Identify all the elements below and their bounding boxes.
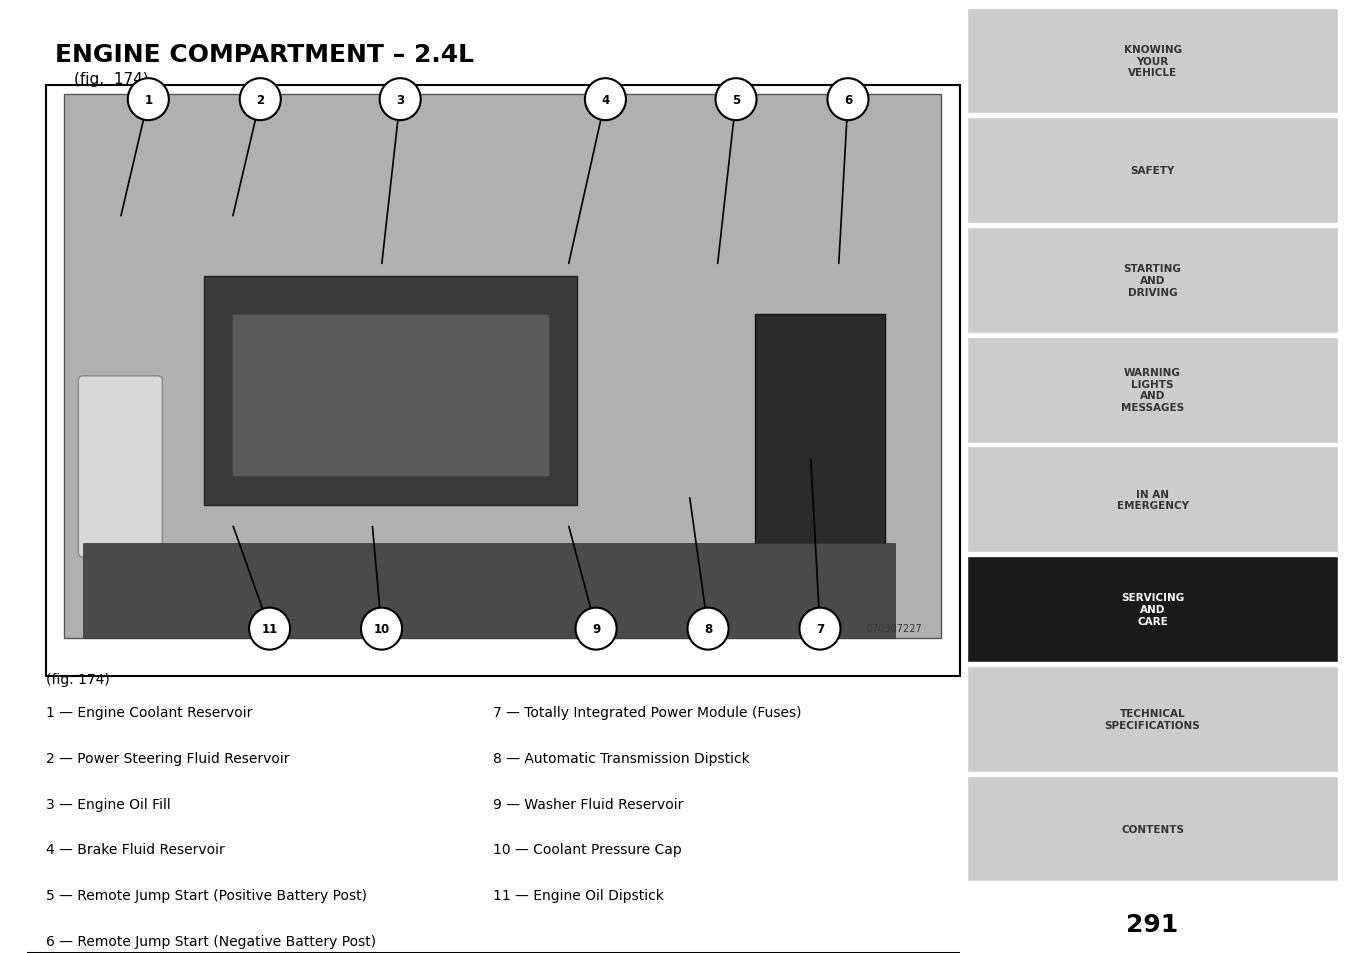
Text: 6: 6 bbox=[844, 93, 852, 107]
Text: (fig. 174): (fig. 174) bbox=[46, 672, 110, 686]
Text: ENGINE COMPARTMENT – 2.4L: ENGINE COMPARTMENT – 2.4L bbox=[55, 43, 475, 67]
Text: 9 — Washer Fluid Reservoir: 9 — Washer Fluid Reservoir bbox=[493, 797, 684, 811]
Text: KNOWING
YOUR
VEHICLE: KNOWING YOUR VEHICLE bbox=[1124, 45, 1182, 78]
Circle shape bbox=[688, 608, 729, 650]
Text: 6 — Remote Jump Start (Negative Battery Post): 6 — Remote Jump Start (Negative Battery … bbox=[46, 934, 376, 948]
Circle shape bbox=[585, 79, 626, 121]
FancyBboxPatch shape bbox=[233, 314, 549, 476]
Text: 11: 11 bbox=[261, 622, 277, 636]
Text: TECHNICAL
SPECIFICATIONS: TECHNICAL SPECIFICATIONS bbox=[1105, 708, 1201, 730]
Text: 3 — Engine Oil Fill: 3 — Engine Oil Fill bbox=[46, 797, 170, 811]
FancyBboxPatch shape bbox=[82, 543, 895, 639]
Text: 10: 10 bbox=[373, 622, 389, 636]
FancyBboxPatch shape bbox=[78, 376, 162, 558]
Circle shape bbox=[799, 608, 841, 650]
Text: 10 — Coolant Pressure Cap: 10 — Coolant Pressure Cap bbox=[493, 842, 683, 857]
Text: 7: 7 bbox=[815, 622, 825, 636]
Circle shape bbox=[361, 608, 402, 650]
Circle shape bbox=[128, 79, 169, 121]
Text: 3: 3 bbox=[396, 93, 404, 107]
Text: 2 — Power Steering Fluid Reservoir: 2 — Power Steering Fluid Reservoir bbox=[46, 751, 289, 765]
Circle shape bbox=[239, 79, 281, 121]
Text: 5: 5 bbox=[731, 93, 740, 107]
Text: CONTENTS: CONTENTS bbox=[1121, 823, 1184, 834]
Text: 2: 2 bbox=[256, 93, 265, 107]
Text: (fig.  174): (fig. 174) bbox=[73, 71, 149, 87]
Text: SAFETY: SAFETY bbox=[1130, 166, 1175, 176]
Text: 4: 4 bbox=[602, 93, 610, 107]
Text: 1 — Engine Coolant Reservoir: 1 — Engine Coolant Reservoir bbox=[46, 705, 251, 720]
FancyBboxPatch shape bbox=[204, 276, 577, 505]
Circle shape bbox=[715, 79, 757, 121]
Text: STARTING
AND
DRIVING: STARTING AND DRIVING bbox=[1124, 264, 1182, 297]
Text: IN AN
EMERGENCY: IN AN EMERGENCY bbox=[1117, 489, 1188, 511]
Text: 7 — Totally Integrated Power Module (Fuses): 7 — Totally Integrated Power Module (Fus… bbox=[493, 705, 802, 720]
Text: 9: 9 bbox=[592, 622, 600, 636]
Text: SERVICING
AND
CARE: SERVICING AND CARE bbox=[1121, 593, 1184, 626]
Text: 8: 8 bbox=[704, 622, 713, 636]
Text: 8 — Automatic Transmission Dipstick: 8 — Automatic Transmission Dipstick bbox=[493, 751, 750, 765]
Circle shape bbox=[827, 79, 868, 121]
Circle shape bbox=[576, 608, 617, 650]
Circle shape bbox=[380, 79, 420, 121]
FancyBboxPatch shape bbox=[65, 95, 941, 639]
Text: 1: 1 bbox=[145, 93, 153, 107]
Text: 4 — Brake Fluid Reservoir: 4 — Brake Fluid Reservoir bbox=[46, 842, 224, 857]
Text: 5 — Remote Jump Start (Positive Battery Post): 5 — Remote Jump Start (Positive Battery … bbox=[46, 888, 366, 902]
Circle shape bbox=[249, 608, 291, 650]
Text: 070307227: 070307227 bbox=[867, 624, 922, 634]
FancyBboxPatch shape bbox=[754, 314, 886, 553]
Text: 291: 291 bbox=[1126, 912, 1179, 937]
Text: 11 — Engine Oil Dipstick: 11 — Engine Oil Dipstick bbox=[493, 888, 664, 902]
Text: WARNING
LIGHTS
AND
MESSAGES: WARNING LIGHTS AND MESSAGES bbox=[1121, 368, 1184, 413]
FancyBboxPatch shape bbox=[46, 86, 960, 677]
